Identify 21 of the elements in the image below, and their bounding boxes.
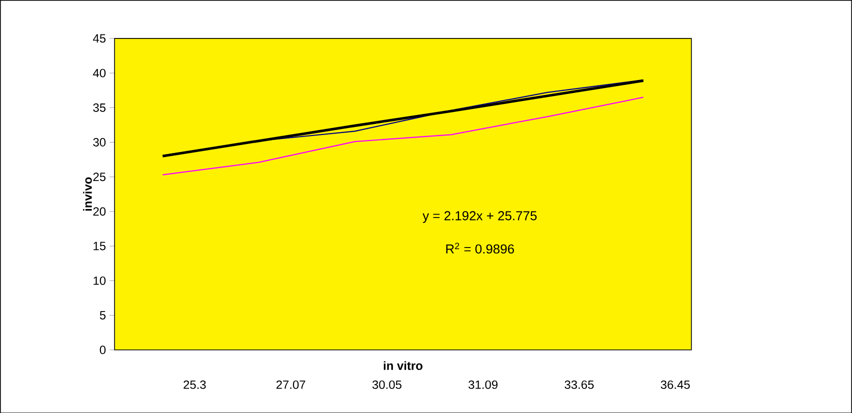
- annotation: R$^{2}$ = 0.9896: [446, 242, 514, 254]
- y-tick-label: 25: [93, 172, 106, 181]
- x-tick-label: 33.65: [564, 380, 594, 389]
- x-tick-label: 31.09: [468, 380, 498, 389]
- y-tick-label: 35: [93, 103, 106, 112]
- y-tick-label: 20: [93, 207, 106, 216]
- y-tick-label: 15: [94, 242, 106, 250]
- x-tick-label: 27.07: [276, 380, 306, 389]
- x-tick-label: 36.45: [660, 380, 690, 389]
- x-tick-label: 30.05: [372, 380, 402, 389]
- y-tick-label: 10: [94, 276, 106, 285]
- annotation: y = 2.192x + 25.775: [422, 210, 537, 223]
- x-tick-label: 25.3: [184, 380, 206, 389]
- y-axis-title: invivo: [83, 177, 92, 210]
- x-axis-title: in vitro: [384, 361, 422, 370]
- y-tick-label: 40: [93, 68, 106, 78]
- y-tick-label: 30: [93, 138, 106, 146]
- y-tick-label: 0: [100, 345, 106, 354]
- y-tick-label: 45: [93, 34, 106, 42]
- line-series: [162, 96, 644, 176]
- y-tick-label: 5: [100, 310, 106, 320]
